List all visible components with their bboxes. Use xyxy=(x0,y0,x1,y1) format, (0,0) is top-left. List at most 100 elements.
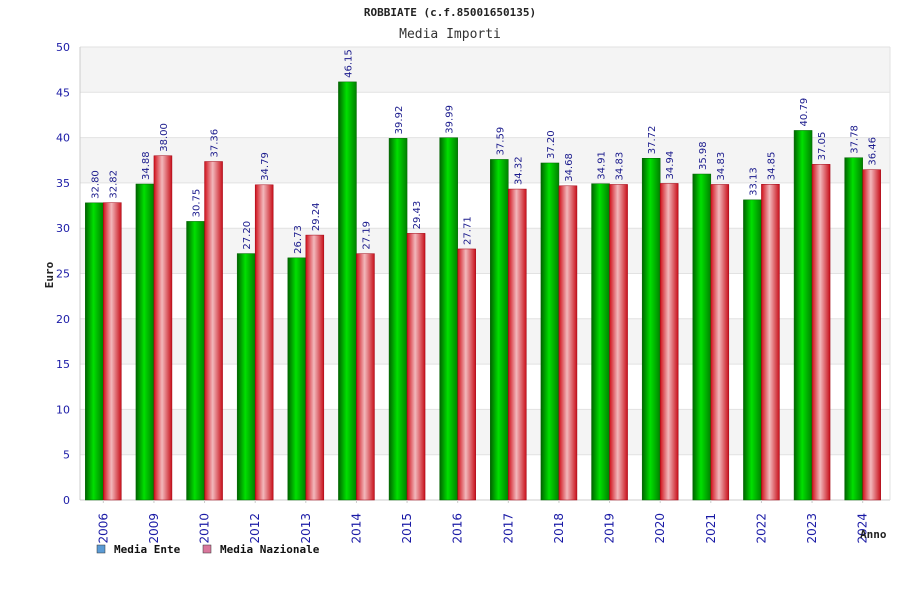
bar-media-ente xyxy=(85,202,104,501)
data-label: 34.85 xyxy=(766,152,777,181)
bar-media-ente xyxy=(388,138,408,501)
x-tick-label: 2010 xyxy=(198,513,212,544)
legend-label-nazionale: Media Nazionale xyxy=(220,543,320,556)
bar-media-nazionale xyxy=(204,161,223,501)
bars xyxy=(85,81,881,501)
y-tick-label: 40 xyxy=(56,132,70,145)
bar-media-nazionale xyxy=(558,185,578,501)
data-label: 33.13 xyxy=(748,167,759,196)
bar-media-ente xyxy=(236,253,256,501)
data-label: 27.71 xyxy=(463,216,474,245)
x-tick-label: 2009 xyxy=(147,513,161,544)
data-label: 34.68 xyxy=(564,153,575,182)
x-tick-label: 2018 xyxy=(552,513,566,544)
bar-media-ente xyxy=(844,157,863,501)
y-tick-label: 5 xyxy=(63,449,70,462)
data-label: 39.92 xyxy=(394,106,405,135)
data-label: 37.36 xyxy=(210,129,221,158)
bar-media-ente xyxy=(692,173,712,501)
legend: Media Ente Media Nazionale xyxy=(96,543,320,556)
data-label: 32.80 xyxy=(90,170,101,199)
plot-band xyxy=(80,47,890,93)
x-tick-label: 2013 xyxy=(299,513,313,544)
x-axis-ticks: 2006 2009 2010 2012 2013 2014 2015 2016 2017 2018… xyxy=(96,500,870,544)
x-tick-label: 2019 xyxy=(603,513,617,544)
bar-media-nazionale xyxy=(761,184,780,501)
x-tick-label: 2022 xyxy=(754,513,768,544)
data-label: 34.83 xyxy=(615,152,626,181)
bar-media-ente xyxy=(591,183,610,501)
y-tick-label: 20 xyxy=(56,313,70,326)
x-axis-label: Anno xyxy=(860,528,887,541)
y-tick-label: 15 xyxy=(56,358,70,371)
x-tick-label: 2021 xyxy=(704,513,718,544)
y-tick-label: 35 xyxy=(56,177,70,190)
x-tick-label: 2015 xyxy=(400,513,414,544)
data-label: 38.00 xyxy=(159,123,170,152)
bar-media-nazionale xyxy=(153,155,173,501)
data-label: 46.15 xyxy=(343,49,354,78)
data-label: 35.98 xyxy=(698,141,709,170)
y-tick-label: 0 xyxy=(63,494,70,507)
bar-media-ente xyxy=(490,159,509,501)
bar-media-nazionale xyxy=(254,184,274,501)
bar-media-ente xyxy=(135,183,155,501)
bar-media-nazionale xyxy=(811,164,831,501)
x-tick-label: 2017 xyxy=(501,513,515,544)
y-tick-label: 30 xyxy=(56,222,70,235)
chart-title: ROBBIATE (c.f.85001650135) xyxy=(364,6,536,19)
bar-media-ente xyxy=(439,137,458,501)
x-tick-label: 2014 xyxy=(349,513,363,544)
data-label: 36.46 xyxy=(868,137,879,166)
bar-media-nazionale xyxy=(659,183,679,501)
bar-media-ente xyxy=(186,221,205,501)
x-tick-label: 2024 xyxy=(856,513,870,544)
bar-media-nazionale xyxy=(457,248,476,501)
data-label: 34.91 xyxy=(597,151,608,180)
data-label: 37.78 xyxy=(850,125,861,154)
x-tick-label: 2020 xyxy=(653,513,667,544)
data-label: 30.75 xyxy=(192,189,203,218)
bar-media-ente xyxy=(287,257,307,501)
y-axis-ticks: 0 5 10 15 20 25 30 35 40 45 50 xyxy=(56,41,70,507)
data-label: 32.82 xyxy=(108,170,119,199)
data-label: 34.88 xyxy=(141,151,152,180)
bar-media-ente xyxy=(743,199,762,501)
data-label: 29.43 xyxy=(412,201,423,230)
legend-swatch-ente xyxy=(96,544,106,554)
y-tick-label: 45 xyxy=(56,86,70,99)
data-label: 37.20 xyxy=(546,130,557,159)
data-label: 39.99 xyxy=(445,105,456,134)
bar-media-nazionale xyxy=(356,253,375,501)
bar-media-ente xyxy=(338,81,357,501)
data-label: 29.24 xyxy=(311,202,322,231)
bar-media-nazionale xyxy=(862,169,881,501)
x-tick-label: 2016 xyxy=(451,513,465,544)
bar-media-nazionale xyxy=(406,233,426,501)
bar-media-ente xyxy=(641,158,661,501)
y-tick-label: 10 xyxy=(56,403,70,416)
data-label: 40.79 xyxy=(799,98,810,127)
bar-media-ente xyxy=(540,162,560,501)
y-axis-label: Euro xyxy=(43,261,56,288)
chart-subtitle: Media Importi xyxy=(399,27,501,42)
data-label: 34.32 xyxy=(513,156,524,185)
data-label: 27.19 xyxy=(361,221,372,250)
x-tick-label: 2006 xyxy=(96,513,110,544)
data-label: 37.05 xyxy=(817,132,828,161)
y-tick-label: 25 xyxy=(56,268,70,281)
bar-media-nazionale xyxy=(609,184,628,501)
data-labels: 32.80 32.82 34.88 38.00 30.75 37.36 27.20 34.79… xyxy=(90,49,878,254)
data-label: 34.79 xyxy=(260,152,271,181)
data-label: 26.73 xyxy=(293,225,304,254)
data-label: 27.20 xyxy=(242,221,253,250)
x-tick-label: 2023 xyxy=(805,513,819,544)
bar-media-nazionale xyxy=(103,202,122,501)
bar-media-nazionale xyxy=(710,184,730,501)
x-tick-label: 2012 xyxy=(248,513,262,544)
data-label: 37.72 xyxy=(647,126,658,155)
legend-label-ente: Media Ente xyxy=(114,543,181,556)
data-label: 34.94 xyxy=(665,151,676,180)
data-label: 34.83 xyxy=(716,152,727,181)
